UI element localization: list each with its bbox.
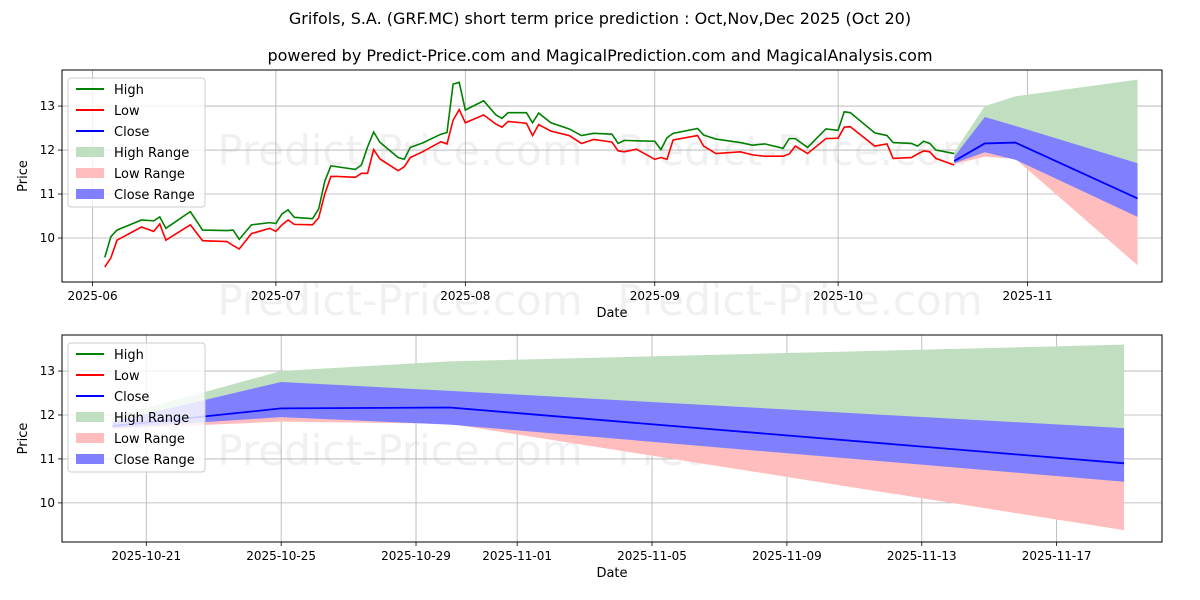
x-axis-label: Date — [596, 566, 627, 581]
legend-close-range-swatch — [76, 454, 104, 464]
legend-high-range-swatch — [76, 412, 104, 422]
y-tick-label: 11 — [40, 187, 55, 201]
x-tick-label: 2025-11-13 — [887, 549, 957, 563]
legend-high-range-label: High Range — [114, 411, 189, 426]
legend-low-range-swatch — [76, 433, 104, 443]
legend-low-label: Low — [114, 369, 140, 384]
legend-high-label: High — [114, 83, 144, 98]
y-axis-label: Price — [16, 160, 31, 192]
watermark: Predict-Price.com — [217, 126, 582, 175]
legend: High Low Close High Range Low Range Close Ran… — [67, 77, 206, 208]
y-tick-label: 10 — [40, 496, 55, 510]
x-tick-label: 2025-11-01 — [482, 549, 552, 563]
high-range-band — [112, 344, 1125, 429]
x-tick-label: 2025-11 — [1002, 289, 1052, 303]
legend-low-range-label: Low Range — [114, 167, 185, 182]
legend-close-range-swatch — [76, 189, 104, 199]
x-axis-label: Date — [596, 306, 627, 321]
watermark: Predict-Price.com — [217, 276, 582, 325]
legend-high-range-swatch — [76, 147, 104, 157]
legend-close-range-label: Close Range — [114, 453, 195, 468]
plot-panel-2: Predict-Price.comPredict-Price.com2025-1… — [16, 334, 1163, 581]
legend-high-label: High — [114, 348, 144, 363]
y-tick-label: 13 — [40, 99, 55, 113]
x-tick-label: 2025-10-29 — [381, 549, 451, 563]
y-tick-label: 10 — [40, 231, 55, 245]
x-tick-label: 2025-11-17 — [1022, 549, 1092, 563]
close-range-band — [112, 382, 1125, 482]
plot-area — [104, 79, 1138, 268]
legend-high-range-label: High Range — [114, 146, 189, 161]
axes-frame — [61, 69, 1163, 283]
y-axis-label: Price — [16, 423, 31, 455]
x-tick-label: 2025-08 — [440, 289, 490, 303]
x-tick-label: 2025-11-05 — [617, 549, 687, 563]
y-tick-label: 11 — [40, 452, 55, 466]
legend-close-label: Close — [114, 390, 149, 405]
x-tick-label: 2025-07 — [251, 289, 301, 303]
chart-title: Grifols, S.A. (GRF.MC) short term price … — [288, 9, 912, 28]
low-line — [104, 107, 955, 268]
high-line — [104, 81, 955, 258]
legend-close-label: Close — [114, 125, 149, 140]
legend-close-range-label: Close Range — [114, 188, 195, 203]
legend-low-range-label: Low Range — [114, 432, 185, 447]
y-tick-label: 12 — [40, 408, 55, 422]
close-forecast-line — [953, 141, 1138, 200]
y-tick-label: 13 — [40, 364, 55, 378]
x-tick-label: 2025-10-25 — [246, 549, 316, 563]
close-range-band — [954, 117, 1138, 217]
high-range-band — [954, 79, 1138, 164]
x-tick-label: 2025-06 — [67, 289, 117, 303]
legend-low-label: Low — [114, 104, 140, 119]
legend-low-range-swatch — [76, 168, 104, 178]
x-tick-label: 2025-09 — [630, 289, 680, 303]
axes-frame — [61, 334, 1163, 543]
x-tick-label: 2025-10 — [813, 289, 863, 303]
x-tick-label: 2025-10-21 — [111, 549, 181, 563]
plot-panel-1: Predict-Price.com Predict-Price.com Predic… — [16, 69, 1163, 325]
y-tick-label: 12 — [40, 143, 55, 157]
legend: High Low Close High Range Low Range Close Ran… — [67, 342, 206, 473]
plot-area — [112, 344, 1125, 531]
watermark: Predict-Price.com — [617, 276, 982, 325]
watermark: Predict-Price.com — [617, 126, 982, 175]
chart-subtitle: powered by Predict-Price.com and Magical… — [267, 46, 933, 65]
x-tick-label: 2025-11-09 — [752, 549, 822, 563]
